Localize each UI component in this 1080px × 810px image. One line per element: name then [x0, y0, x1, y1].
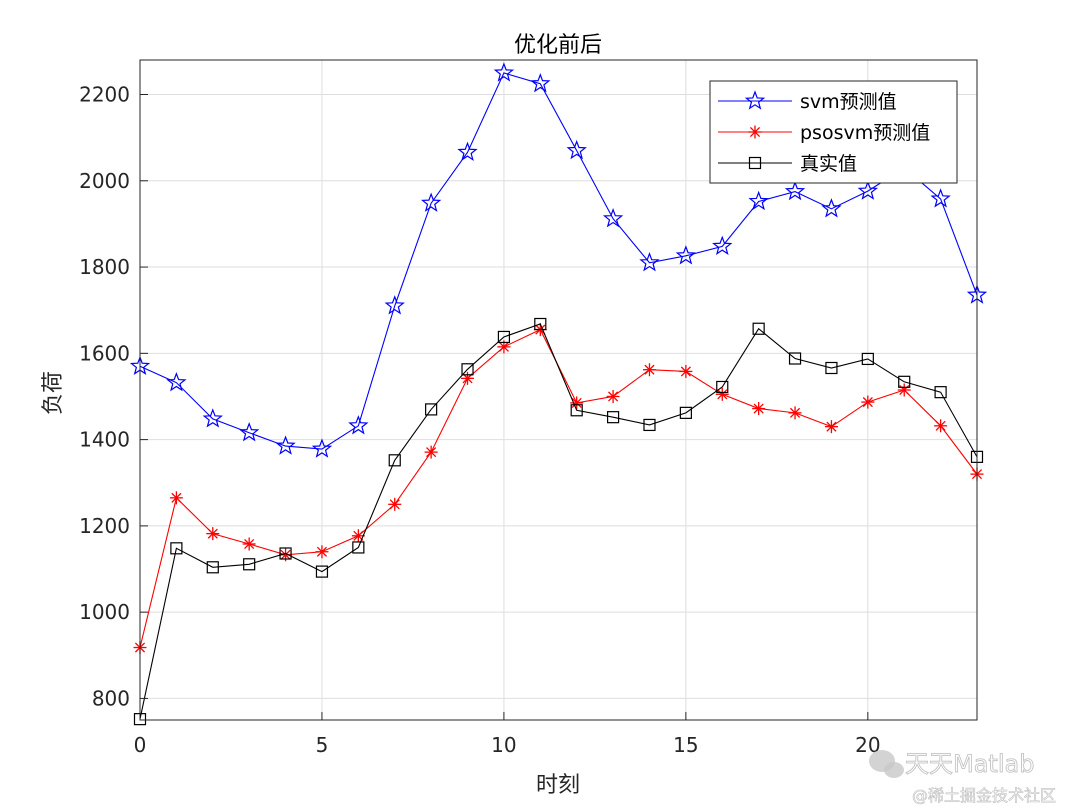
data-point — [898, 375, 911, 388]
data-point — [169, 491, 183, 505]
legend-item: psosvm预测值 — [718, 122, 930, 144]
data-point — [606, 389, 620, 403]
watermark-site: @稀土掘金技术社区 — [912, 786, 1056, 805]
y-tick-label: 1400 — [79, 428, 130, 452]
x-tick-label: 15 — [673, 733, 698, 757]
data-point — [821, 198, 842, 218]
data-point — [788, 406, 802, 420]
data-point — [716, 380, 729, 394]
y-tick-label: 2000 — [79, 169, 130, 193]
data-point — [420, 192, 442, 212]
y-tick-label: 1600 — [79, 341, 130, 365]
data-point — [679, 406, 692, 419]
data-point — [857, 180, 879, 200]
data-point — [861, 395, 875, 409]
data-point — [642, 363, 656, 377]
data-point — [715, 387, 729, 401]
data-point — [238, 422, 260, 442]
data-point — [606, 411, 620, 424]
data-point — [784, 180, 806, 201]
data-point — [752, 402, 766, 416]
data-point — [643, 418, 656, 432]
data-point — [206, 527, 220, 541]
legend-label: svm预测值 — [800, 91, 897, 113]
y-tick-label: 800 — [92, 686, 130, 710]
data-point — [934, 419, 948, 433]
data-point — [530, 73, 551, 93]
watermark: 天天Matlab @稀土掘金技术社区 — [869, 750, 1056, 805]
y-tick-labels: 800 1000 1200 1400 1600 1800 2000 2200 — [79, 83, 130, 711]
x-tick-label: 10 — [491, 733, 516, 757]
legend-marker — [748, 156, 762, 170]
data-point — [243, 558, 256, 571]
data-point — [166, 371, 187, 392]
data-point — [424, 445, 438, 459]
x-tick-labels: 0 5 10 15 20 — [134, 733, 881, 757]
legend-item: svm预测值 — [718, 90, 897, 113]
data-point — [315, 545, 329, 559]
data-point — [861, 352, 874, 366]
grid-lines — [139, 60, 977, 720]
data-point — [388, 454, 401, 467]
legend-label: 真实值 — [800, 153, 857, 175]
data-point — [497, 330, 511, 344]
x-tick-label: 0 — [134, 733, 147, 757]
data-point — [930, 188, 951, 208]
data-point — [675, 245, 697, 265]
watermark-brand: 天天Matlab — [905, 750, 1034, 778]
data-point — [275, 435, 296, 455]
y-tick-label: 2200 — [79, 83, 130, 107]
data-point — [202, 408, 223, 428]
data-point — [752, 322, 765, 335]
data-point — [493, 62, 515, 82]
data-point — [748, 190, 769, 211]
legend-label: psosvm预测值 — [800, 122, 930, 144]
data-point — [457, 141, 478, 161]
data-point — [388, 497, 402, 511]
data-point — [534, 317, 547, 331]
y-tick-label: 1000 — [79, 600, 130, 624]
wechat-icon — [869, 750, 904, 778]
data-point — [824, 420, 838, 434]
data-point — [679, 364, 693, 378]
legend-marker — [748, 125, 762, 139]
data-point — [384, 295, 405, 315]
axes-box — [139, 59, 978, 721]
x-tick-label: 5 — [316, 733, 329, 757]
data-point — [934, 386, 947, 399]
data-point — [897, 383, 911, 397]
tick-marks — [139, 94, 869, 720]
data-point — [639, 252, 660, 272]
data-point — [788, 352, 802, 365]
data-point — [425, 403, 438, 416]
y-tick-label: 1800 — [79, 255, 130, 279]
data-point — [712, 235, 733, 256]
y-tick-label: 1200 — [79, 514, 130, 538]
data-point — [461, 363, 474, 376]
data-point — [242, 537, 256, 551]
legend-marker — [744, 90, 766, 110]
data-point — [279, 547, 292, 560]
data-point — [348, 415, 369, 435]
data-point — [566, 139, 587, 160]
data-point — [570, 404, 583, 417]
data-point — [311, 438, 333, 458]
data-point — [315, 565, 329, 578]
data-point — [206, 561, 219, 574]
data-point — [570, 396, 584, 410]
data-point — [352, 541, 365, 554]
data-point — [602, 208, 624, 228]
x-axis-label: 时刻 — [536, 773, 580, 798]
legend-item: 真实值 — [718, 153, 857, 175]
data-point — [825, 361, 838, 375]
y-axis-label: 负荷 — [41, 371, 66, 415]
chart-title: 优化前后 — [514, 33, 602, 58]
data-point — [170, 542, 183, 555]
